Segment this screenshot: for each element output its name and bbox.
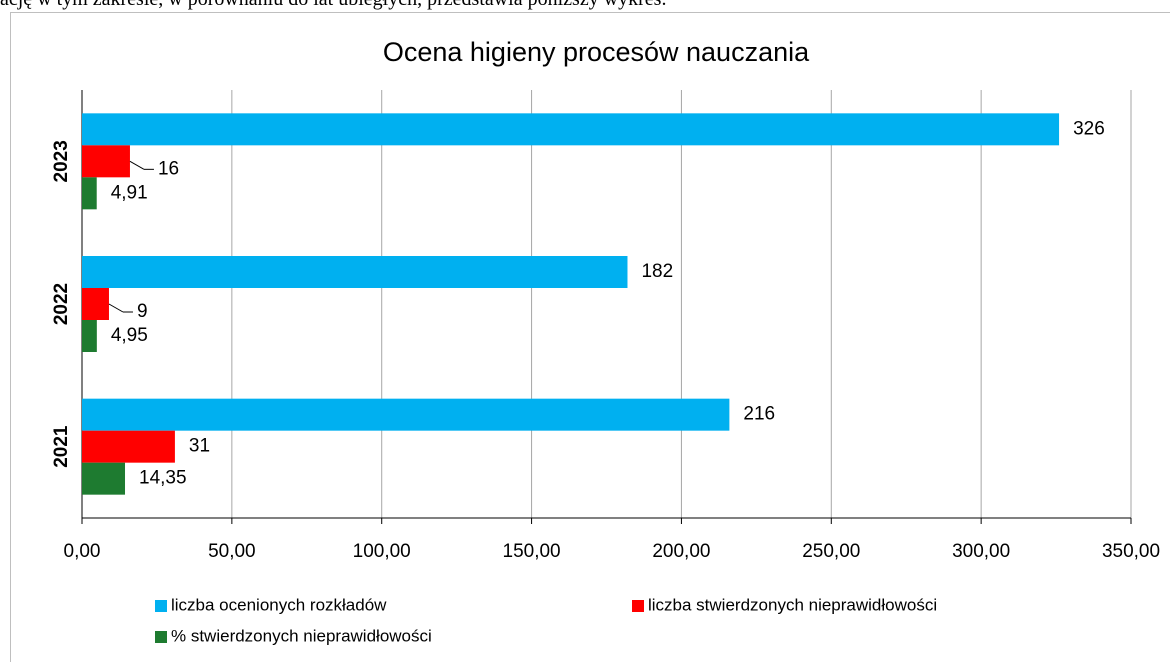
value-label: 4,91	[111, 182, 148, 203]
intro-text: ację w tym zakresie, w porównaniu do lat…	[0, 0, 666, 11]
x-tick-label: 200,00	[652, 541, 710, 562]
bar	[82, 398, 730, 431]
value-label: 182	[641, 261, 673, 282]
x-tick-label: 300,00	[952, 541, 1010, 562]
bar	[82, 320, 97, 352]
x-tick-label: 150,00	[503, 541, 561, 562]
chart-title: Ocena higieny procesów nauczania	[383, 37, 810, 67]
x-tick-label: 100,00	[353, 541, 411, 562]
value-label: 16	[158, 158, 179, 179]
category-label: 2023	[51, 140, 72, 182]
bar	[82, 177, 97, 210]
bar	[82, 256, 628, 288]
value-label: 4,95	[111, 325, 148, 346]
x-tick-label: 250,00	[802, 541, 860, 562]
value-label: 216	[743, 404, 775, 425]
category-label: 2022	[51, 283, 72, 325]
x-tick-label: 0,00	[64, 541, 101, 562]
bar	[82, 145, 130, 178]
value-label: 9	[137, 301, 148, 322]
legend-label: % stwierdzonych nieprawidłowości	[171, 626, 432, 645]
bar	[82, 288, 109, 320]
value-label: 31	[189, 436, 210, 457]
legend-label: liczba ocenionych rozkładów	[171, 595, 387, 614]
x-tick-label: 350,00	[1102, 541, 1160, 562]
chart-border	[10, 12, 1170, 662]
legend-swatch	[155, 631, 167, 643]
bar	[82, 430, 175, 463]
x-tick-label: 50,00	[208, 541, 256, 562]
value-label: 14,35	[139, 468, 187, 489]
bar	[82, 462, 126, 495]
leader-line	[108, 303, 124, 313]
value-label: 326	[1073, 118, 1105, 139]
legend-swatch	[155, 600, 167, 612]
legend-swatch	[632, 600, 644, 612]
bar	[82, 113, 1060, 146]
leader-line	[129, 160, 145, 170]
category-label: 2021	[51, 425, 72, 468]
legend-label: liczba stwierdzonych nieprawidłowości	[648, 595, 937, 614]
